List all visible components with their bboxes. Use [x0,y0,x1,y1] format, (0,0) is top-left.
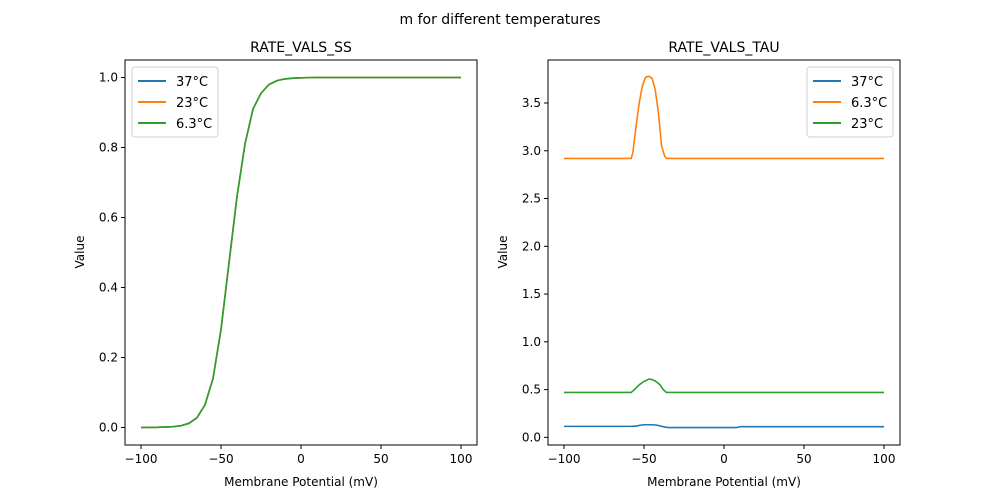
y-axis-label: Value [73,236,87,269]
axes-frame [547,59,901,446]
legend-label: 23°C [851,117,883,132]
axes-rate-vals-tau: RATE_VALS_TAU Membrane Potential (mV) Va… [496,40,901,489]
tick-layer: −100 −50 0 50 100 0.0 0.2 0.4 0.6 0.8 1.0 [99,71,473,467]
y-tick-label: 0.8 [99,141,118,155]
y-tick-label: 0.6 [99,211,118,225]
y-tick-label: 0.5 [522,383,541,397]
legend: 37°C 6.3°C 23°C [806,66,894,138]
y-tick-label: 1.5 [522,287,541,301]
x-tick-label: 50 [373,452,388,466]
x-tick-label: 0 [720,452,728,466]
x-axis-label: Membrane Potential (mV) [647,475,801,489]
legend-label: 37°C [851,75,883,90]
x-tick-label: −50 [631,452,656,466]
x-tick-label: 100 [450,452,473,466]
y-tick-label: 0.0 [99,421,118,435]
y-tick-label: 3.0 [522,144,541,158]
legend-label: 6.3°C [851,96,887,111]
series-layer [140,76,461,429]
x-tick-label: 50 [796,452,811,466]
y-tick-label: 0.4 [99,281,118,295]
legend-label: 23°C [176,96,208,111]
series-line-37C [564,423,884,429]
axes-title: RATE_VALS_SS [250,40,352,56]
figure-suptitle: m for different temperatures [400,12,601,28]
tick-layer: −100 −50 0 50 100 0.0 0.5 1.0 1.5 2.0 2.5 3.0 3.5 [522,96,896,466]
y-tick-label: 2.0 [522,239,541,253]
x-tick-label: 0 [297,452,305,466]
x-tick-label: −100 [548,452,581,466]
legend-frame [131,66,219,138]
y-tick-label: 0.0 [522,430,541,444]
legend-label: 37°C [176,75,208,90]
y-tick-label: 3.5 [522,96,541,110]
y-tick-label: 1.0 [99,71,118,85]
y-tick-label: 1.0 [522,335,541,349]
legend-frame [806,66,894,138]
series-layer [564,75,884,429]
series-line-6-3C [140,76,461,429]
legend-label: 6.3°C [176,117,212,132]
axes-frame [124,59,478,446]
series-line-6-3C [564,75,884,160]
y-axis-label: Value [496,236,510,269]
legend: 37°C 23°C 6.3°C [131,66,219,138]
x-axis-label: Membrane Potential (mV) [224,475,378,489]
y-tick-label: 0.2 [99,351,118,365]
series-line-23C [564,378,884,394]
y-tick-label: 2.5 [522,192,541,206]
x-tick-label: −50 [208,452,233,466]
axes-title: RATE_VALS_TAU [668,40,779,56]
axes-rate-vals-ss: RATE_VALS_SS Membrane Potential (mV) Val… [73,40,478,489]
x-tick-label: 100 [873,452,896,466]
x-tick-label: −100 [125,452,158,466]
